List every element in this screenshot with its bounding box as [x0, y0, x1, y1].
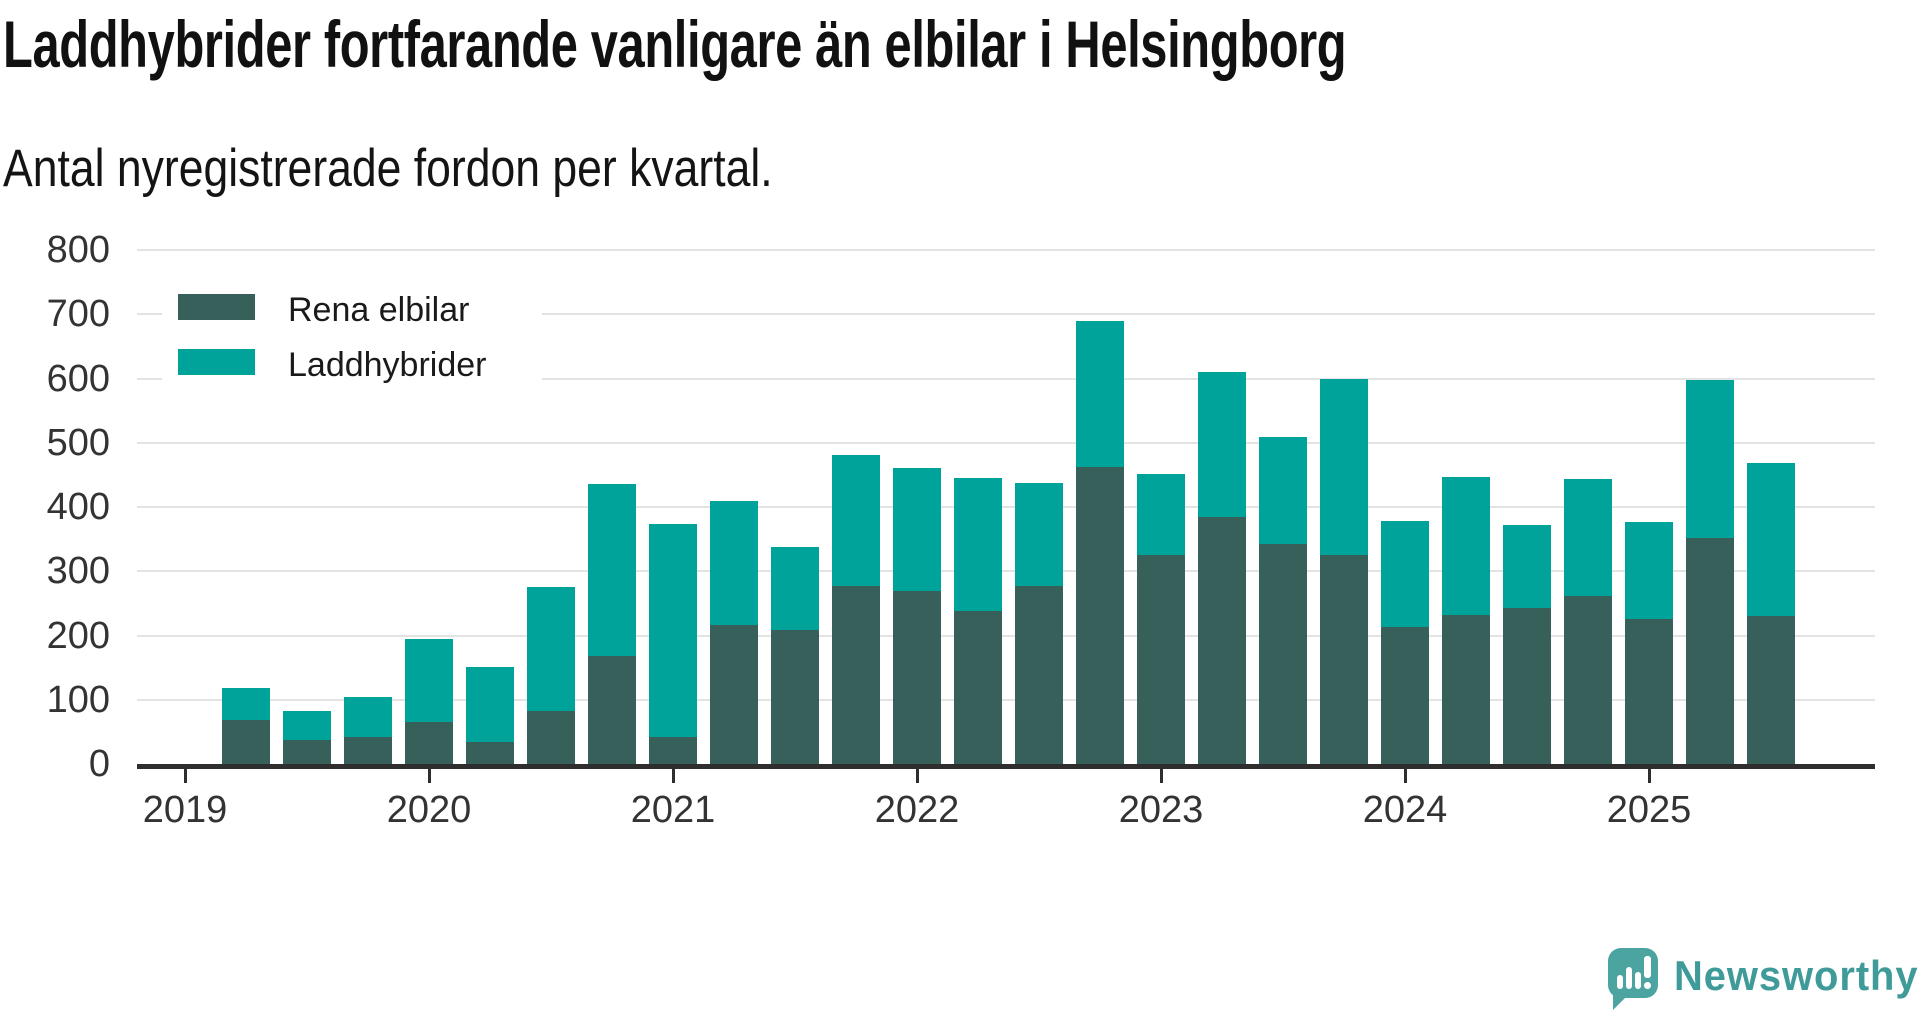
bar-2021-K2-laddhybrider	[710, 500, 758, 626]
x-axis-label-2021: 2021	[630, 789, 716, 831]
bar-2019-K2-rena-elbilar	[222, 720, 270, 764]
bar-2024-K2-rena-elbilar	[1442, 614, 1490, 764]
brand-name: Newsworthy	[1674, 952, 1919, 999]
bar-2024-K2-laddhybrider	[1442, 477, 1490, 615]
bar-2023-K4-rena-elbilar	[1320, 554, 1368, 764]
legend-swatch-laddhybrider	[178, 349, 255, 375]
bar-2019-K3-rena-elbilar	[283, 740, 331, 764]
bar-2025-K3-laddhybrider	[1747, 462, 1795, 616]
chart-title: Laddhybrider fortfarande vanligare än el…	[3, 7, 1347, 81]
gridline-500	[137, 441, 1875, 444]
legend-swatch-rena-elbilar	[178, 294, 255, 320]
bar-2025-K1-laddhybrider	[1625, 522, 1673, 619]
x-axis-label-2025: 2025	[1606, 789, 1692, 831]
bar-2024-K3-laddhybrider	[1503, 524, 1551, 608]
bar-2019-K4-rena-elbilar	[344, 737, 392, 764]
y-axis-label-700: 700	[46, 293, 110, 336]
gridline-200	[137, 634, 1875, 637]
bar-2022-K4-laddhybrider	[1076, 320, 1124, 468]
bar-2020-K3-rena-elbilar	[527, 711, 575, 764]
bar-2020-K2-rena-elbilar	[466, 742, 514, 764]
bar-2020-K2-laddhybrider	[466, 666, 514, 743]
bar-2020-K1-rena-elbilar	[405, 721, 453, 764]
bar-2019-K4-laddhybrider	[344, 697, 392, 737]
gridline-300	[137, 570, 1875, 573]
bar-2022-K4-rena-elbilar	[1076, 467, 1124, 764]
x-axis-label-2019: 2019	[142, 789, 228, 831]
y-axis-label-200: 200	[46, 614, 110, 657]
gridline-800	[137, 249, 1875, 251]
bar-2024-K4-laddhybrider	[1564, 479, 1612, 597]
x-tick-2022	[916, 769, 919, 783]
bar-2021-K1-laddhybrider	[649, 524, 697, 737]
legend-label-rena-elbilar: Rena elbilar	[288, 291, 470, 329]
bar-2021-K4-rena-elbilar	[832, 586, 880, 764]
bar-2020-K4-laddhybrider	[588, 483, 636, 657]
x-axis-label-2024: 2024	[1362, 789, 1448, 831]
y-axis-label-800: 800	[46, 229, 110, 271]
bar-2022-K3-rena-elbilar	[1015, 586, 1063, 764]
x-tick-2019	[184, 769, 187, 783]
gridline-400	[137, 506, 1875, 508]
y-axis-label-0: 0	[88, 743, 110, 785]
bar-2021-K3-laddhybrider	[771, 546, 819, 630]
bar-2023-K1-rena-elbilar	[1137, 554, 1185, 764]
bar-2021-K2-rena-elbilar	[710, 625, 758, 764]
y-axis-label-300: 300	[46, 550, 110, 593]
x-tick-2020	[428, 769, 431, 783]
bar-2025-K2-laddhybrider	[1686, 380, 1734, 538]
bar-2022-K3-laddhybrider	[1015, 482, 1063, 587]
newsworthy-brand: Newsworthy	[1608, 946, 1920, 1010]
x-axis-line	[137, 764, 1875, 769]
bar-2021-K1-rena-elbilar	[649, 737, 697, 764]
x-axis-label-2020: 2020	[386, 789, 472, 831]
bar-2025-K3-rena-elbilar	[1747, 615, 1795, 764]
x-tick-2024	[1404, 769, 1407, 783]
newsworthy-logo-icon	[1608, 948, 1658, 998]
x-tick-2025	[1648, 769, 1651, 783]
x-axis-label-2022: 2022	[874, 789, 960, 831]
y-axis-label-100: 100	[46, 678, 110, 721]
bar-2021-K3-rena-elbilar	[771, 629, 819, 764]
bar-2024-K3-rena-elbilar	[1503, 607, 1551, 764]
bar-2023-K3-rena-elbilar	[1259, 544, 1307, 764]
bar-2025-K1-rena-elbilar	[1625, 618, 1673, 764]
bar-2024-K1-rena-elbilar	[1381, 627, 1429, 764]
bar-2024-K4-rena-elbilar	[1564, 596, 1612, 764]
gridline-100	[137, 698, 1875, 701]
bar-2022-K2-laddhybrider	[954, 478, 1002, 612]
y-axis-label-600: 600	[46, 357, 110, 400]
bar-2023-K4-laddhybrider	[1320, 379, 1368, 555]
bar-2022-K1-laddhybrider	[893, 468, 941, 591]
gridline-600	[137, 377, 1875, 380]
bar-2024-K1-laddhybrider	[1381, 521, 1429, 628]
bar-2025-K2-rena-elbilar	[1686, 537, 1734, 764]
bar-2023-K3-laddhybrider	[1259, 436, 1307, 545]
x-axis-label-2023: 2023	[1118, 789, 1204, 831]
bar-2019-K2-laddhybrider	[222, 688, 270, 721]
bar-2021-K4-laddhybrider	[832, 454, 880, 587]
chart-legend: Rena elbilar Laddhybrider	[162, 272, 542, 394]
logo-tail	[1613, 994, 1629, 1010]
gridline-700	[137, 313, 1875, 316]
bar-2019-K3-laddhybrider	[283, 711, 331, 741]
bar-2020-K1-laddhybrider	[405, 639, 453, 722]
bar-2022-K1-rena-elbilar	[893, 590, 941, 764]
legend-label-laddhybrider: Laddhybrider	[288, 346, 487, 384]
x-tick-2021	[672, 769, 675, 783]
bar-2022-K2-rena-elbilar	[954, 611, 1002, 764]
bar-2023-K1-laddhybrider	[1137, 473, 1185, 555]
x-tick-2023	[1160, 769, 1163, 783]
bar-2020-K3-laddhybrider	[527, 586, 575, 712]
bar-2023-K2-rena-elbilar	[1198, 517, 1246, 764]
y-axis-label-400: 400	[46, 486, 110, 528]
bar-2020-K4-rena-elbilar	[588, 656, 636, 764]
bar-2023-K2-laddhybrider	[1198, 372, 1246, 518]
chart-subtitle: Antal nyregistrerade fordon per kvartal.	[3, 139, 773, 198]
y-axis-label-500: 500	[46, 421, 110, 464]
